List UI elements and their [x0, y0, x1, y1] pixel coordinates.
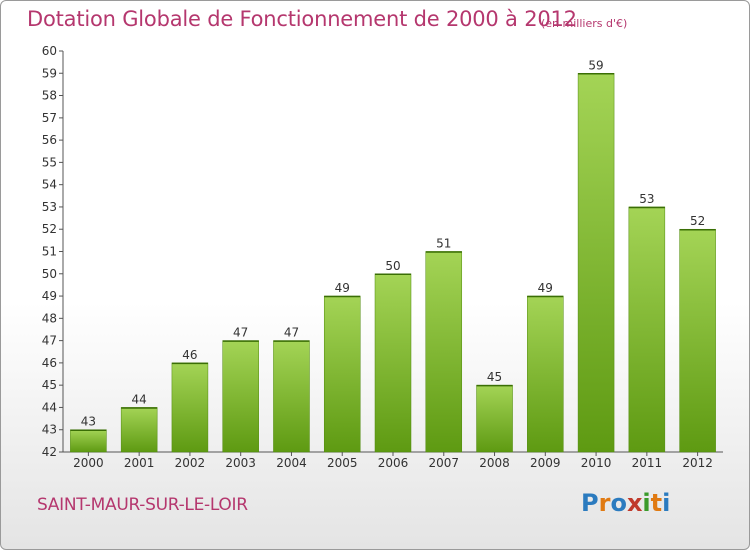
data-label: 46 — [182, 348, 197, 362]
y-tick-label: 48 — [42, 311, 57, 325]
data-label: 47 — [284, 326, 299, 340]
bar — [628, 206, 666, 453]
logo-letter: x — [626, 489, 643, 517]
data-label: 47 — [233, 326, 248, 340]
commune-name: SAINT-MAUR-SUR-LE-LOIR — [37, 495, 248, 515]
y-tick-label: 55 — [42, 155, 57, 169]
y-tick-label: 51 — [42, 245, 57, 259]
data-label: 44 — [132, 392, 147, 406]
y-tick-label: 42 — [42, 445, 57, 459]
x-tick-label: 2002 — [175, 456, 206, 470]
bar — [679, 228, 716, 453]
y-tick-label: 52 — [42, 222, 57, 236]
y-tick-label: 54 — [42, 178, 57, 192]
bar — [374, 273, 412, 453]
logo-letter: P — [581, 489, 599, 517]
chart-subtitle: (en milliers d'€) — [541, 17, 628, 30]
y-tick-label: 58 — [42, 89, 57, 103]
chart-title: Dotation Globale de Fonctionnement de 20… — [27, 7, 577, 31]
bar — [171, 362, 209, 453]
y-tick-label: 60 — [42, 44, 57, 58]
logo-letter: i — [662, 489, 671, 517]
x-tick-label: 2000 — [73, 456, 104, 470]
y-tick-label: 44 — [42, 400, 57, 414]
data-label: 49 — [335, 281, 350, 295]
x-tick-label: 2004 — [276, 456, 307, 470]
y-tick-label: 56 — [42, 133, 57, 147]
y-tick-label: 57 — [42, 111, 57, 125]
y-tick-label: 43 — [42, 423, 57, 437]
bar — [527, 295, 564, 453]
logo-letter: o — [610, 489, 627, 517]
bar — [476, 384, 513, 453]
x-tick-label: 2003 — [225, 456, 256, 470]
bar — [323, 295, 361, 453]
x-tick-label: 2007 — [428, 456, 459, 470]
data-label: 43 — [81, 415, 96, 429]
data-label: 45 — [487, 370, 502, 384]
data-label: 49 — [538, 281, 553, 295]
x-tick-label: 2010 — [581, 456, 612, 470]
bar — [120, 407, 158, 453]
y-tick-label: 49 — [42, 289, 57, 303]
data-label: 51 — [436, 237, 451, 251]
x-tick-label: 2009 — [530, 456, 561, 470]
x-tick-label: 2008 — [479, 456, 510, 470]
data-label: 52 — [690, 214, 705, 228]
y-tick-label: 59 — [42, 66, 57, 80]
y-tick-label: 45 — [42, 378, 57, 392]
x-tick-label: 2011 — [632, 456, 663, 470]
data-label: 53 — [639, 192, 654, 206]
x-tick-label: 2012 — [682, 456, 713, 470]
bar — [273, 340, 310, 453]
logo-letter: t — [650, 489, 663, 517]
data-label: 50 — [385, 259, 400, 273]
logo-letter: r — [598, 489, 611, 517]
y-tick-label: 47 — [42, 334, 57, 348]
bar — [222, 340, 259, 453]
y-tick-label: 50 — [42, 267, 57, 281]
logo-letter: i — [642, 489, 651, 517]
y-tick-label: 53 — [42, 200, 57, 214]
data-label: 59 — [588, 58, 603, 72]
bar — [70, 429, 107, 453]
bar — [577, 73, 615, 453]
x-tick-label: 2006 — [378, 456, 409, 470]
bar — [425, 251, 463, 453]
y-tick-label: 46 — [42, 356, 57, 370]
x-tick-label: 2005 — [327, 456, 358, 470]
x-tick-label: 2001 — [124, 456, 155, 470]
proxiti-logo: Proxiti — [581, 489, 670, 517]
